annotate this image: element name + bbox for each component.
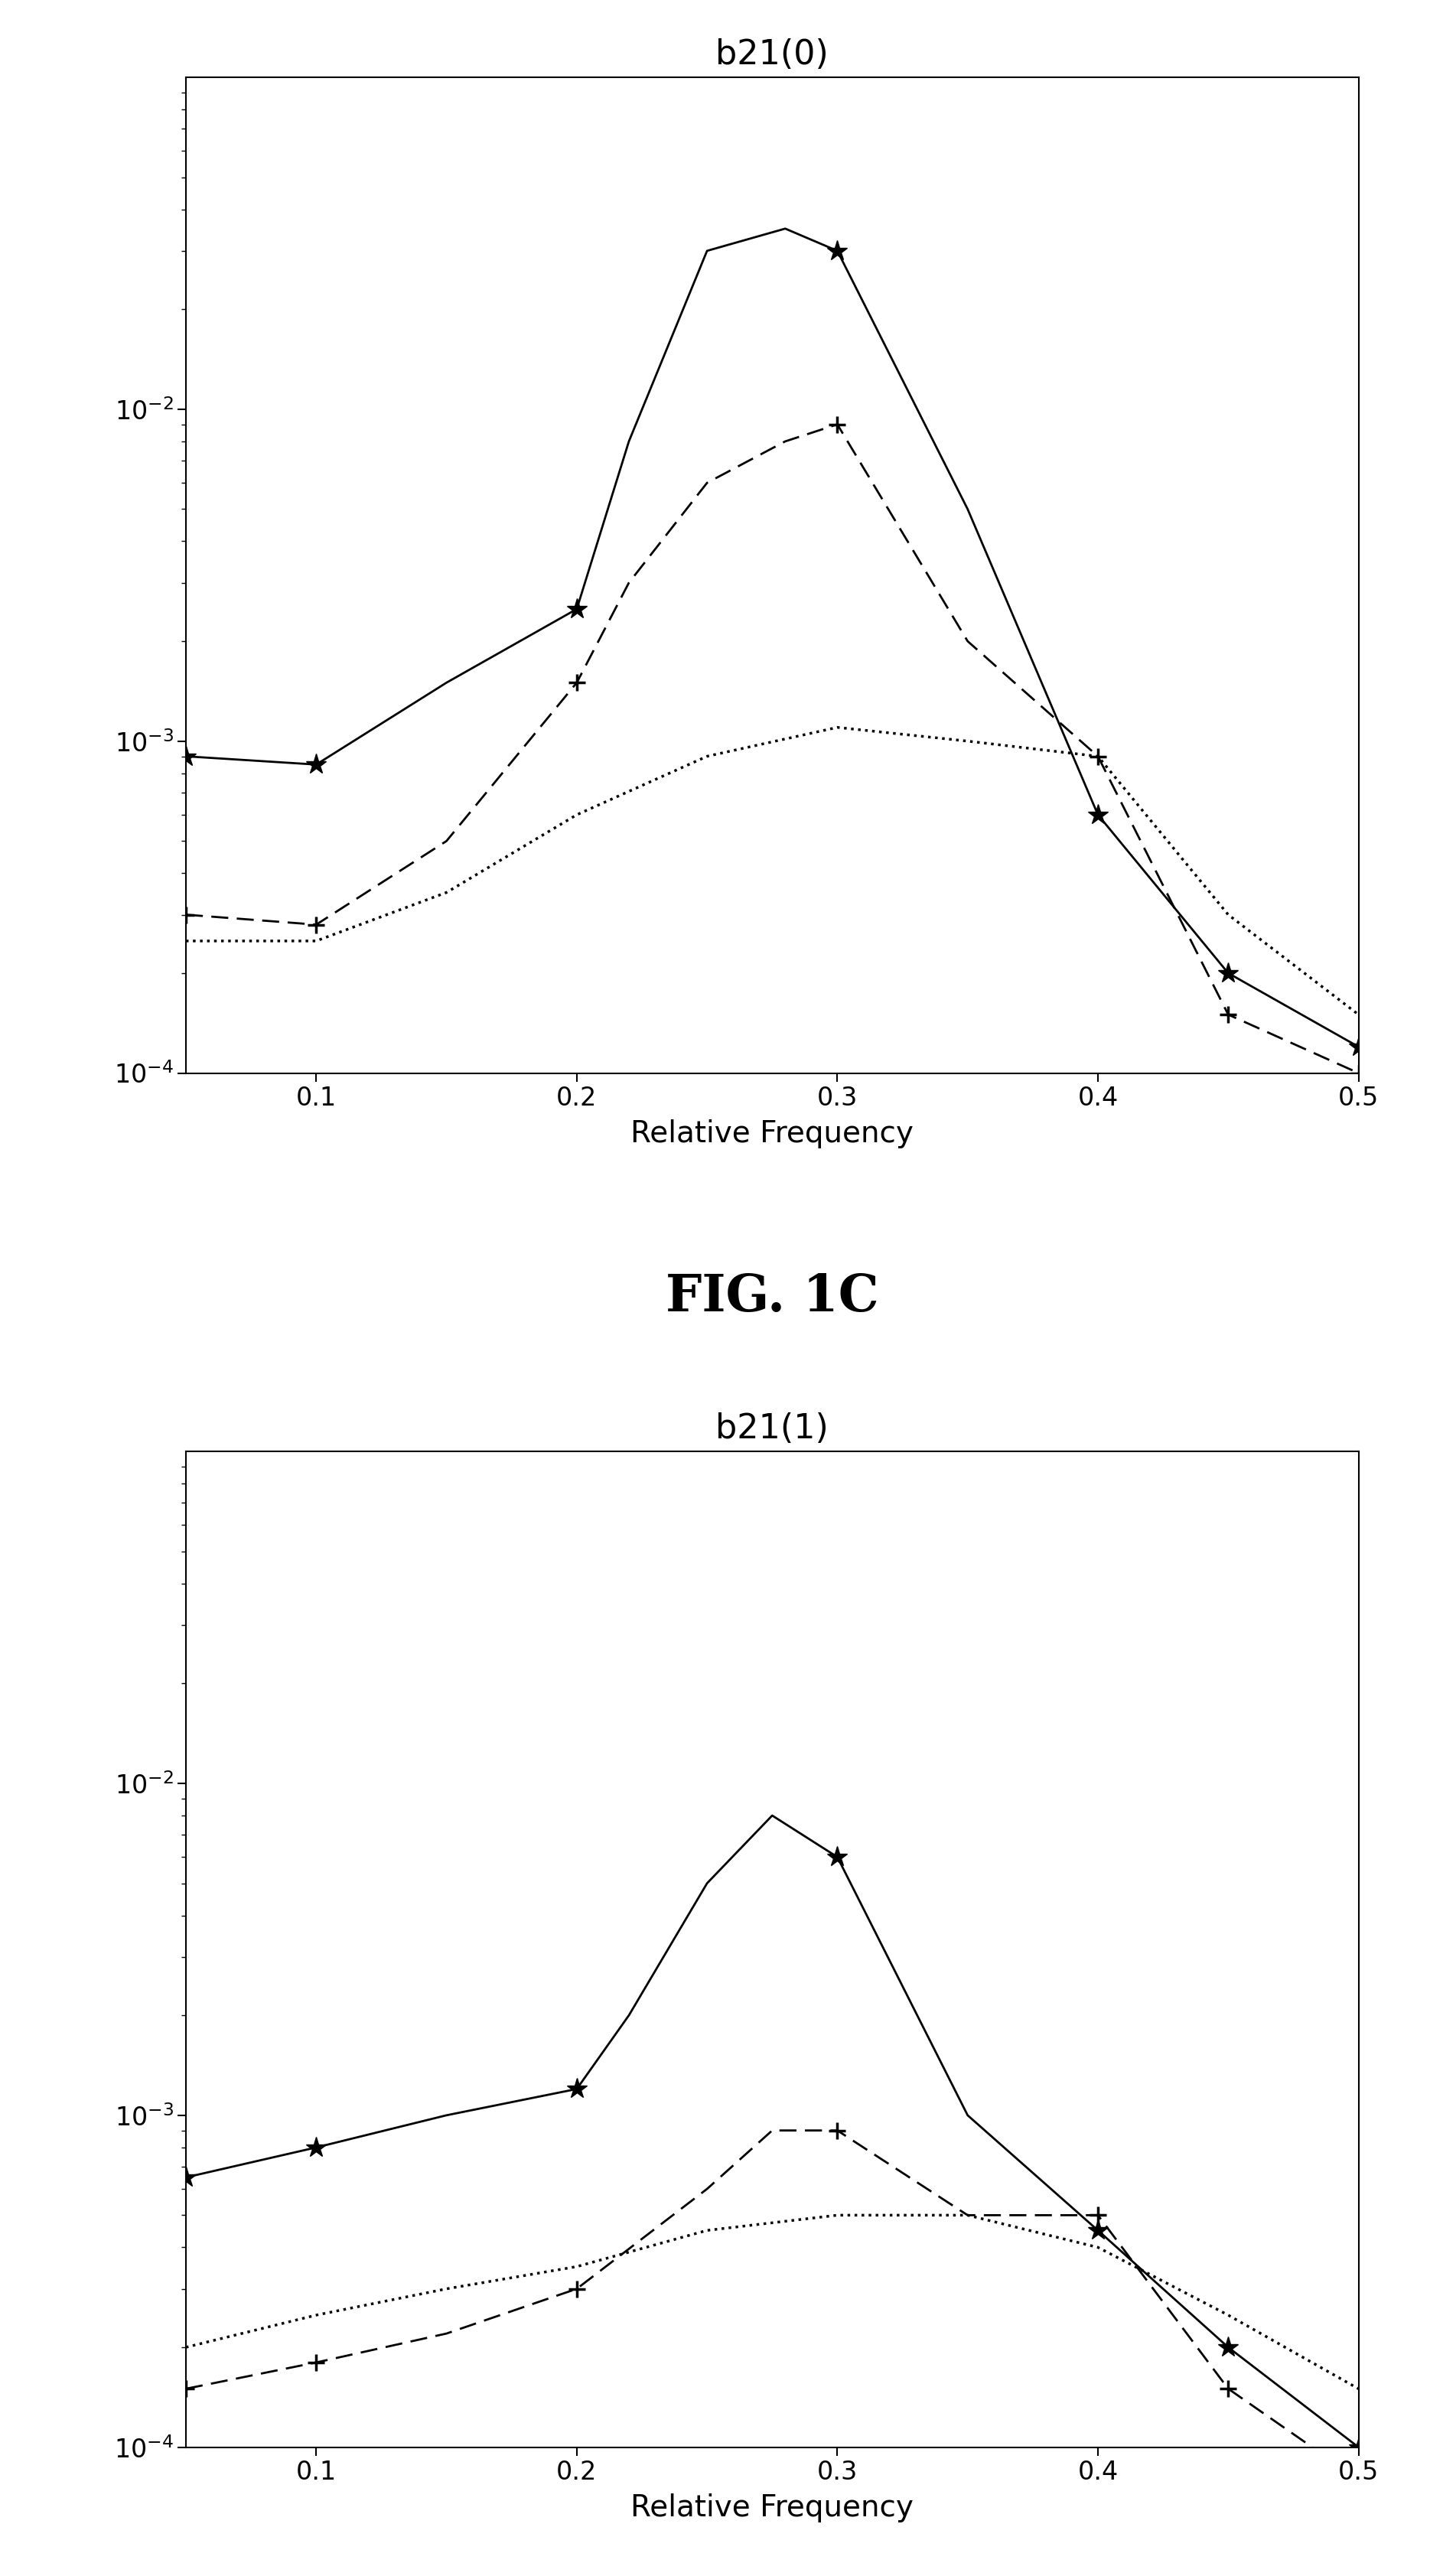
Title: b21(0): b21(0) xyxy=(715,39,829,72)
X-axis label: Relative Frequency: Relative Frequency xyxy=(631,1118,914,1149)
X-axis label: Relative Frequency: Relative Frequency xyxy=(631,2494,914,2522)
Title: b21(1): b21(1) xyxy=(715,1412,829,1445)
Text: FIG. 1C: FIG. 1C xyxy=(665,1273,879,1321)
